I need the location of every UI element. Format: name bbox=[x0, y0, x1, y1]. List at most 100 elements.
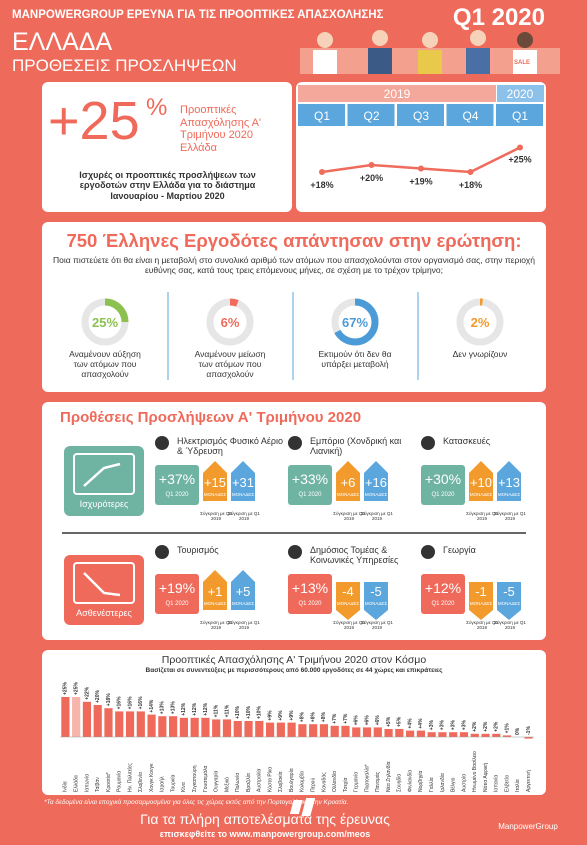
x-tick-label: Ινδία bbox=[63, 781, 69, 792]
x-tick-label: Βουλγαρία bbox=[289, 768, 295, 792]
bar bbox=[179, 717, 188, 737]
x-tick-label: Q4 bbox=[462, 109, 478, 123]
bar bbox=[298, 724, 307, 737]
year-label: 2019 bbox=[384, 87, 411, 101]
value-label: +6% bbox=[364, 715, 370, 726]
value-label: +12% bbox=[192, 702, 198, 715]
change-box bbox=[203, 473, 227, 501]
value-label: +14% bbox=[149, 699, 155, 712]
sector-icon bbox=[155, 545, 169, 559]
donut-arc bbox=[331, 298, 379, 346]
bar bbox=[136, 711, 145, 737]
value-label: +16% bbox=[127, 696, 133, 709]
x-tick-label: Γαλλία bbox=[429, 777, 435, 792]
x-tick-label: Τσεχία bbox=[343, 777, 349, 792]
x-tick-label: Καναδάς bbox=[320, 772, 327, 792]
value-label: +25% bbox=[508, 155, 531, 165]
x-tick-label: Ιταλία bbox=[515, 779, 521, 792]
group-label: Ασθενέστερες bbox=[76, 608, 132, 618]
change-arrow bbox=[364, 461, 388, 473]
point bbox=[517, 144, 523, 151]
sector-period: Q1 2020 bbox=[165, 601, 189, 607]
x-tick-label: Αργεντινή bbox=[525, 770, 532, 792]
x-tick-label: Μεξικό bbox=[223, 777, 230, 792]
bar bbox=[201, 717, 210, 737]
change-units: ΜΟΝΑΔΕΣ bbox=[497, 492, 521, 497]
value-label: +19% bbox=[409, 177, 432, 187]
change-box bbox=[497, 473, 521, 501]
bar bbox=[341, 725, 350, 737]
person-head bbox=[372, 30, 388, 46]
donut-label: 6% bbox=[221, 315, 240, 330]
donut-caption: Αναμένουν αύξηση των ατόμων που απασχολο… bbox=[69, 349, 141, 379]
change-note: Σύγκριση με Q1 2019 bbox=[494, 511, 526, 522]
person-head bbox=[317, 32, 333, 48]
sector-icon bbox=[421, 545, 435, 559]
bar bbox=[93, 705, 102, 737]
x-tick-label: Σιγκαπούρη bbox=[191, 765, 198, 792]
value-label: 0% bbox=[515, 727, 521, 735]
person-body bbox=[313, 50, 337, 74]
sector-name: Ηλεκτρισμός Φυσικό Αέριο & Ύδρευση bbox=[177, 436, 283, 457]
world-card bbox=[42, 650, 546, 795]
logo-bar bbox=[289, 800, 303, 814]
change-box bbox=[231, 582, 255, 610]
sector-name: Γεωργία bbox=[443, 545, 476, 555]
donut-label: 25% bbox=[92, 315, 118, 330]
change-note: Σύγκριση με Q4 2019 bbox=[333, 620, 365, 631]
value-label: +8% bbox=[321, 711, 327, 722]
sector-value: +30% bbox=[424, 471, 462, 487]
x-tick-label: Νέα Ζηλανδία bbox=[385, 761, 392, 792]
sector-icon bbox=[288, 436, 302, 450]
value-label: +3% bbox=[461, 719, 467, 730]
outlook-unit: % bbox=[146, 94, 168, 121]
change-units: ΜΟΝΑΔΕΣ bbox=[203, 492, 227, 497]
bar bbox=[416, 730, 425, 737]
bar bbox=[481, 733, 490, 737]
value-label: -1% bbox=[526, 726, 532, 735]
bar bbox=[190, 717, 199, 737]
bar bbox=[319, 724, 329, 737]
x-tick-label: Πορτογαλία* bbox=[364, 764, 370, 792]
value-label: +6% bbox=[354, 715, 360, 726]
sector-value-box bbox=[288, 465, 332, 505]
value-label: +6% bbox=[375, 715, 381, 726]
quarter: Q1 2020 bbox=[452, 4, 545, 31]
group-icon-inner bbox=[73, 453, 135, 495]
change-units: ΜΟΝΑΔΕΣ bbox=[469, 492, 493, 497]
outlook-card bbox=[42, 82, 292, 212]
change-value: -5 bbox=[503, 584, 515, 599]
value-label: +11% bbox=[224, 704, 230, 717]
sector-name: Δημόσιος Τομέας & Κοινωνικές Υπηρεσίες bbox=[310, 545, 399, 566]
x-tick-label: Κίνα bbox=[181, 782, 187, 792]
change-note: Σύγκριση με Q4 2019 bbox=[466, 620, 498, 631]
x-tick-label: Q1 bbox=[512, 109, 528, 123]
value-label: +20% bbox=[360, 173, 383, 183]
change-box bbox=[336, 582, 360, 610]
sector-name: Εμπόριο (Χονδρική και Λιανική) bbox=[310, 436, 402, 457]
x-tick-label: Κόστα Ρίκα bbox=[266, 767, 273, 792]
sector-value: +13% bbox=[291, 580, 329, 596]
change-units: ΜΟΝΑΔΕΣ bbox=[497, 601, 521, 606]
value-label: +18% bbox=[106, 693, 112, 706]
change-units: ΜΟΝΑΔΕΣ bbox=[336, 601, 360, 606]
person-head bbox=[470, 30, 486, 46]
value-label: +2% bbox=[472, 721, 478, 732]
sector-value: +12% bbox=[424, 580, 462, 596]
bar bbox=[309, 724, 318, 737]
x-tick-label: Αυστρία bbox=[461, 774, 467, 792]
point bbox=[368, 162, 375, 168]
change-value: +15 bbox=[203, 475, 227, 490]
x-tick-label: Πολωνία bbox=[235, 773, 241, 792]
donut-caption: Δεν γνωρίζουν bbox=[452, 349, 508, 359]
change-value: +6 bbox=[340, 475, 356, 490]
person-body bbox=[466, 48, 490, 74]
x-tick-label: Σλοβενία bbox=[138, 772, 144, 792]
x-tick-label: Παναμάς bbox=[374, 771, 381, 792]
x-tick-label: Βέλγιο bbox=[450, 777, 457, 792]
group-icon-box bbox=[64, 446, 144, 516]
x-tick-label: Βραζιλία bbox=[246, 773, 252, 792]
bar bbox=[459, 732, 469, 737]
change-arrow bbox=[336, 461, 360, 473]
